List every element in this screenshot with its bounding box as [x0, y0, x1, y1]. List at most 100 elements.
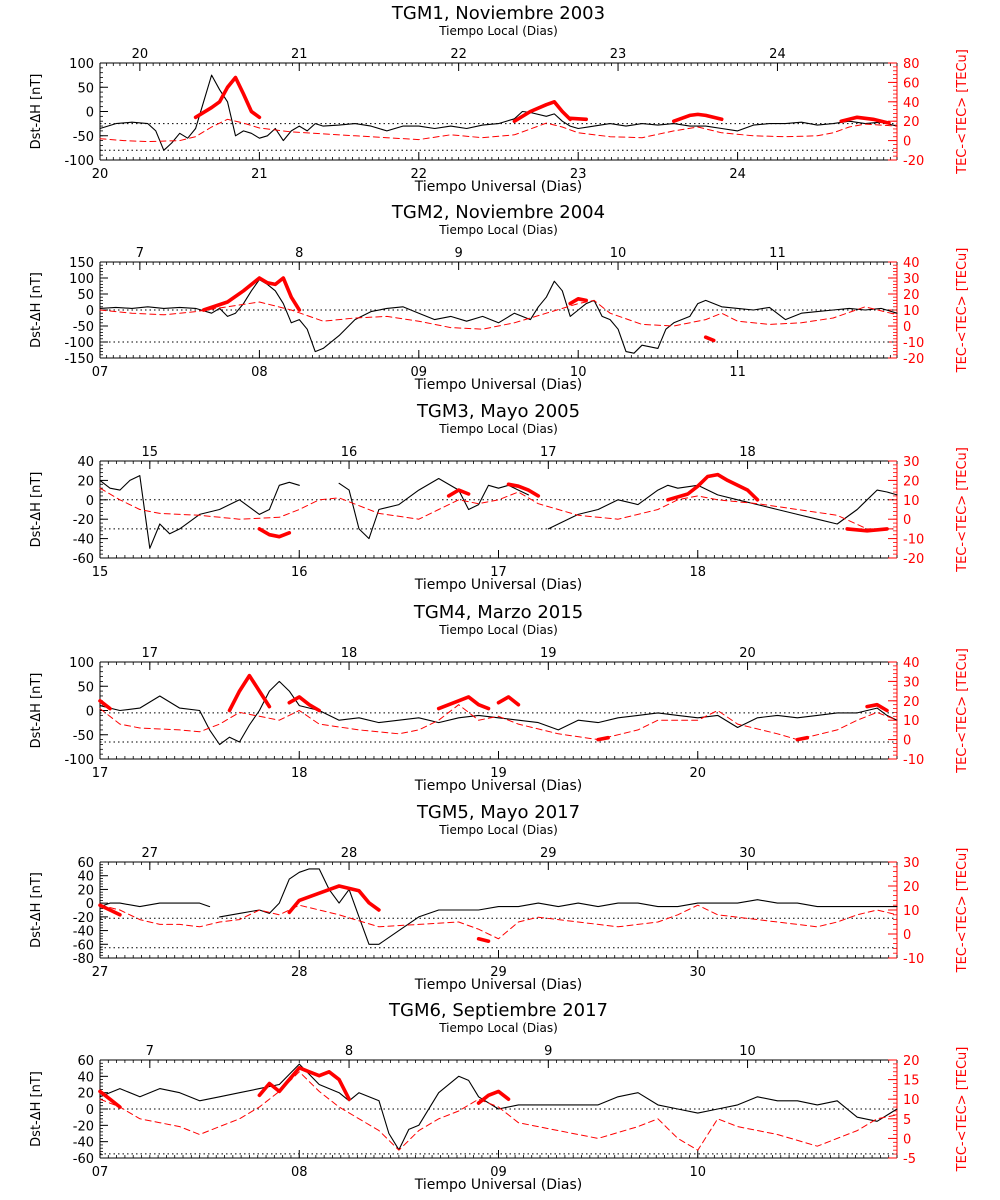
- y-tick-label-left: -20: [73, 513, 94, 528]
- y-tick-label-left: 0: [86, 1103, 94, 1118]
- top-tick-label: 15: [142, 445, 159, 460]
- y-tick-label-left: 20: [77, 883, 94, 898]
- x-tick-label: 09: [411, 365, 428, 380]
- y-tick-label-right: -10: [903, 753, 924, 768]
- y-tick-label-right: 0: [903, 928, 911, 943]
- top-axis-label: Tiempo Local (Dias): [438, 623, 558, 637]
- y-axis-label-right: TEC-<TEC> [TECu]: [955, 648, 970, 774]
- tec-highlight-line: [476, 936, 491, 944]
- y-tick-label-left: 0: [86, 705, 94, 720]
- panel-title: TGM6, Septiembre 2017: [388, 1000, 608, 1021]
- x-tick-label: 27: [92, 965, 109, 980]
- y-tick-label-left: 0: [86, 106, 94, 121]
- y-tick-label-left: 40: [77, 455, 94, 470]
- x-axis-label: Tiempo Universal (Dias): [414, 1177, 583, 1193]
- y-tick-label-right: 0: [903, 320, 911, 335]
- tec-line: [99, 704, 898, 741]
- y-tick-label-left: -40: [73, 533, 94, 548]
- top-tick-label: 29: [540, 846, 557, 861]
- y-axis-label-right: TEC-<TEC> [TECu]: [955, 848, 970, 974]
- tec-highlight-line: [795, 735, 810, 742]
- y-tick-label-right: -10: [903, 336, 924, 351]
- y-tick-label-right: -20: [903, 552, 924, 567]
- panel-title: TGM1, Noviembre 2003: [391, 3, 605, 24]
- x-tick-label: 17: [92, 766, 109, 781]
- dst-line: [99, 902, 211, 908]
- y-tick-label-left: 50: [77, 288, 94, 303]
- tec-highlight-line: [287, 884, 381, 915]
- x-tick-label: 15: [92, 565, 109, 580]
- tec-line: [99, 1071, 898, 1151]
- y-axis-label-right: TEC-<TEC> [TECu]: [955, 248, 970, 374]
- y-tick-label-left: -100: [64, 753, 94, 768]
- tec-highlight-line: [865, 702, 889, 713]
- x-tick-label: 07: [92, 365, 109, 380]
- y-tick-label-left: -50: [73, 130, 94, 145]
- y-tick-label-right: 10: [903, 1093, 920, 1108]
- tec-highlight-line: [436, 695, 491, 711]
- tec-highlight-line: [257, 527, 292, 539]
- y-tick-label-right: 30: [903, 272, 920, 287]
- tec-highlight-line: [568, 296, 589, 306]
- y-tick-label-left: 100: [69, 656, 94, 671]
- x-axis-label: Tiempo Universal (Dias): [414, 179, 583, 195]
- top-tick-label: 27: [142, 846, 159, 861]
- dst-line: [219, 868, 898, 945]
- y-tick-label-left: 100: [69, 57, 94, 72]
- y-tick-label-right: 0: [903, 734, 911, 749]
- x-tick-label: 22: [411, 167, 428, 182]
- y-tick-label-right: 30: [903, 856, 920, 871]
- y-tick-label-right: 10: [903, 714, 920, 729]
- tec-highlight-line: [496, 695, 521, 707]
- y-tick-label-right: 60: [903, 76, 920, 91]
- x-tick-label: 11: [729, 365, 746, 380]
- y-tick-label-left: 60: [77, 856, 94, 871]
- tec-highlight-line: [506, 482, 541, 498]
- tec-highlight-line: [98, 1089, 122, 1109]
- x-tick-label: 28: [291, 965, 308, 980]
- x-tick-label: 18: [689, 565, 706, 580]
- y-tick-label-left: -60: [73, 552, 94, 567]
- top-tick-label: 24: [769, 47, 786, 62]
- top-axis-label: Tiempo Local (Dias): [438, 223, 558, 237]
- x-tick-label: 08: [291, 1165, 308, 1180]
- dst-line: [99, 74, 898, 151]
- tec-line: [99, 299, 898, 330]
- tec-highlight-line: [703, 335, 716, 343]
- x-tick-label: 17: [490, 565, 507, 580]
- top-tick-label: 8: [345, 1044, 353, 1059]
- x-tick-label: 23: [570, 167, 587, 182]
- top-axis-label: Tiempo Local (Dias): [438, 823, 558, 837]
- y-tick-label-right: 40: [903, 256, 920, 271]
- top-tick-label: 9: [455, 246, 463, 261]
- x-tick-label: 21: [251, 167, 268, 182]
- y-tick-label-left: 20: [77, 474, 94, 489]
- x-tick-label: 19: [490, 766, 507, 781]
- y-axis-label-left: Dst-ΔH [nT]: [29, 272, 44, 348]
- top-tick-label: 16: [341, 445, 358, 460]
- x-tick-label: 18: [291, 766, 308, 781]
- top-tick-label: 7: [136, 246, 144, 261]
- x-tick-label: 16: [291, 565, 308, 580]
- dst-line: [99, 1063, 898, 1151]
- top-tick-label: 10: [739, 1044, 756, 1059]
- y-tick-label-right: 0: [903, 513, 911, 528]
- y-tick-label-left: -100: [64, 336, 94, 351]
- top-tick-label: 17: [142, 646, 159, 661]
- top-axis-label: Tiempo Local (Dias): [438, 1021, 558, 1035]
- y-axis-label-right: TEC-<TEC> [TECu]: [955, 1047, 970, 1173]
- x-axis-label: Tiempo Universal (Dias): [414, 778, 583, 794]
- x-tick-label: 29: [490, 965, 507, 980]
- y-tick-label-right: -10: [903, 533, 924, 548]
- y-tick-label-right: 80: [903, 57, 920, 72]
- tec-highlight-line: [193, 75, 262, 120]
- y-tick-label-left: -40: [73, 925, 94, 940]
- panel-title: TGM5, Mayo 2017: [416, 802, 580, 823]
- tec-highlight-line: [227, 673, 272, 713]
- top-tick-label: 17: [540, 445, 557, 460]
- y-tick-label-left: 100: [69, 272, 94, 287]
- top-tick-label: 9: [544, 1044, 552, 1059]
